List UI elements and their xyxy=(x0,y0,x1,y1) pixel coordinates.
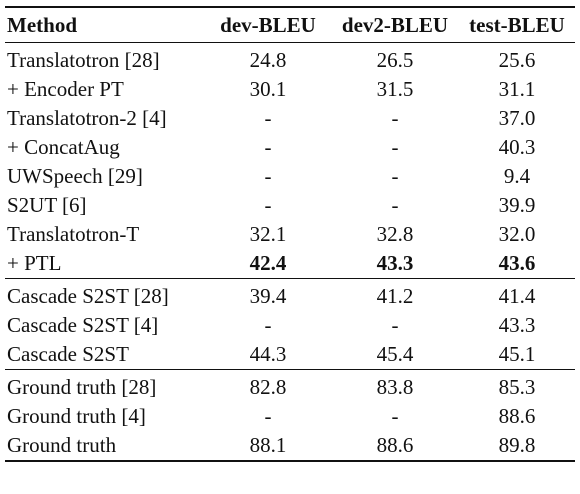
table-row: Cascade S2ST [4] - - 43.3 xyxy=(5,311,575,340)
cell-test-bleu: 89.8 xyxy=(459,431,575,462)
table-row: Ground truth 88.1 88.6 89.8 xyxy=(5,431,575,462)
table-row: S2UT [6] - - 39.9 xyxy=(5,191,575,220)
cell-dev2-bleu: 88.6 xyxy=(331,431,459,462)
cell-dev2-bleu: - xyxy=(391,193,399,217)
cell-method: + ConcatAug xyxy=(7,135,120,159)
cell-test-bleu: 88.6 xyxy=(498,404,536,428)
cell-dev-bleu: - xyxy=(264,135,272,159)
cell-dev2-bleu: - xyxy=(391,404,399,428)
cell-method: + PTL xyxy=(7,251,62,275)
header-dev-bleu: dev-BLEU xyxy=(205,6,331,43)
cell-dev2-bleu: 32.8 xyxy=(376,222,414,246)
cell-method: Cascade S2ST [4] xyxy=(7,313,159,337)
table-row: + PTL 42.4 43.3 43.6 xyxy=(5,249,575,279)
cell-dev-bleu: 88.1 xyxy=(205,431,331,462)
table-row: Ground truth [4] - - 88.6 xyxy=(5,402,575,431)
table-row: Translatotron-2 [4] - - 37.0 xyxy=(5,104,575,133)
cell-test-bleu: 41.4 xyxy=(459,278,575,311)
cell-test-bleu: 40.3 xyxy=(498,135,536,159)
cell-dev2-bleu: 83.8 xyxy=(331,369,459,402)
cell-method: Cascade S2ST [28] xyxy=(5,278,205,311)
cell-test-bleu: 43.6 xyxy=(498,251,536,275)
table-row: + ConcatAug - - 40.3 xyxy=(5,133,575,162)
cell-test-bleu: 31.1 xyxy=(498,77,536,101)
cell-dev2-bleu: - xyxy=(391,106,399,130)
cell-method: S2UT [6] xyxy=(7,193,87,217)
cell-dev-bleu: 44.3 xyxy=(249,342,287,366)
table-row: Cascade S2ST [28] 39.4 41.2 41.4 xyxy=(5,278,575,311)
cell-dev2-bleu: 31.5 xyxy=(376,77,414,101)
cell-method: Ground truth xyxy=(5,431,205,462)
cell-dev-bleu: 24.8 xyxy=(249,48,287,72)
cell-dev2-bleu: - xyxy=(391,313,399,337)
cell-method: Ground truth [4] xyxy=(7,404,146,428)
cell-method: + Encoder PT xyxy=(7,77,124,101)
cell-test-bleu: 32.0 xyxy=(498,222,536,246)
header-test-bleu: test-BLEU xyxy=(459,6,575,43)
table-row: UWSpeech [29] - - 9.4 xyxy=(5,162,575,191)
table-row: Translatotron-T 32.1 32.8 32.0 xyxy=(5,220,575,249)
cell-method: Translatotron-T xyxy=(7,222,140,246)
cell-test-bleu: 9.4 xyxy=(503,164,531,188)
cell-method: Translatotron [28] xyxy=(7,48,160,72)
cell-test-bleu: 37.0 xyxy=(498,106,536,130)
cell-dev-bleu: - xyxy=(264,193,272,217)
cell-dev-bleu: 30.1 xyxy=(249,77,287,101)
cell-dev2-bleu: - xyxy=(391,135,399,159)
table-row: Ground truth [28] 82.8 83.8 85.3 xyxy=(5,369,575,402)
cell-test-bleu: 25.6 xyxy=(498,48,536,72)
cell-dev2-bleu: 41.2 xyxy=(331,278,459,311)
table-body: Translatotron [28] 24.8 26.5 25.6 + Encoder … xyxy=(5,43,575,462)
cell-dev-bleu: - xyxy=(264,164,272,188)
cell-test-bleu: 43.3 xyxy=(498,313,536,337)
results-table: Method dev-BLEU dev2-BLEU test-BLEU Tran… xyxy=(5,6,575,462)
cell-dev-bleu: - xyxy=(264,313,272,337)
cell-test-bleu: 85.3 xyxy=(459,369,575,402)
cell-dev-bleu: 42.4 xyxy=(249,251,287,275)
cell-method: UWSpeech [29] xyxy=(7,164,143,188)
cell-dev-bleu: 32.1 xyxy=(249,222,287,246)
results-table-container: Method dev-BLEU dev2-BLEU test-BLEU Tran… xyxy=(5,6,575,462)
cell-dev-bleu: - xyxy=(264,106,272,130)
cell-test-bleu: 45.1 xyxy=(498,342,536,366)
cell-dev2-bleu: 26.5 xyxy=(376,48,414,72)
cell-dev2-bleu: - xyxy=(391,164,399,188)
table-row: Translatotron [28] 24.8 26.5 25.6 xyxy=(5,43,575,76)
table-header-row: Method dev-BLEU dev2-BLEU test-BLEU xyxy=(5,6,575,43)
cell-test-bleu: 39.9 xyxy=(498,193,536,217)
cell-dev-bleu: 39.4 xyxy=(205,278,331,311)
cell-method: Translatotron-2 [4] xyxy=(7,106,167,130)
cell-method: Cascade S2ST xyxy=(7,342,129,366)
cell-dev2-bleu: 45.4 xyxy=(376,342,414,366)
cell-dev-bleu: 82.8 xyxy=(205,369,331,402)
cell-dev2-bleu: 43.3 xyxy=(376,251,414,275)
cell-method: Ground truth [28] xyxy=(5,369,205,402)
table-row: Cascade S2ST 44.3 45.4 45.1 xyxy=(5,340,575,370)
header-dev2-bleu: dev2-BLEU xyxy=(331,6,459,43)
table-row: + Encoder PT 30.1 31.5 31.1 xyxy=(5,75,575,104)
header-method: Method xyxy=(5,6,205,43)
cell-dev-bleu: - xyxy=(264,404,272,428)
